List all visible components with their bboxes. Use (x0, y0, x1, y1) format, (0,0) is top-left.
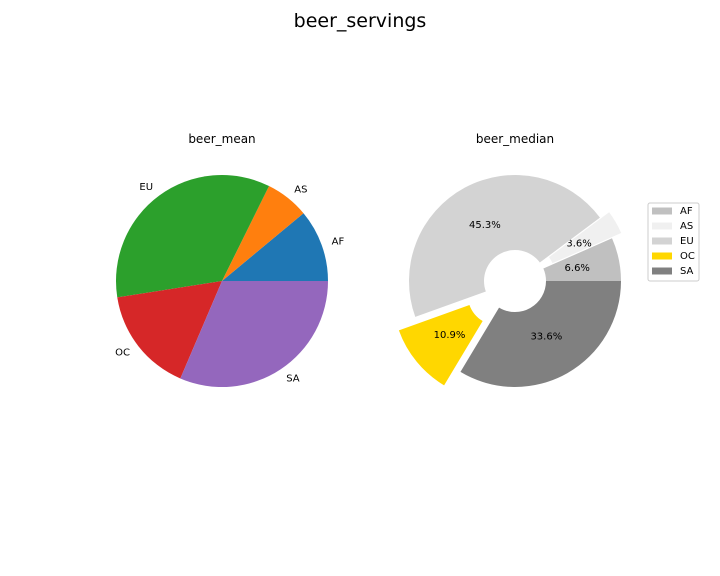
beer-mean-label-eu: EU (139, 182, 153, 193)
beer-median-pie: 6.6% 3.6% 45.3% 10.9% 33.6% (398, 174, 622, 387)
beer-mean-slice-as (222, 186, 304, 281)
legend-label-eu: EU (680, 236, 694, 247)
beer-mean-pie: AF AS EU OC SA (115, 175, 344, 387)
legend-swatch-oc (652, 252, 672, 260)
beer-median-pct-as: 3.6% (566, 239, 591, 250)
legend-label-af: AF (680, 206, 693, 217)
beer-median-pct-oc: 10.9% (434, 330, 466, 341)
beer-median-slice-sa (460, 281, 621, 387)
beer-mean-label-sa: SA (286, 373, 300, 384)
beer-median-slice-as (549, 212, 622, 264)
beer-mean-label-af: AF (332, 236, 345, 247)
legend-swatch-eu (652, 237, 672, 245)
beer-mean-label-oc: OC (115, 348, 130, 359)
beer-median-slice-eu (408, 174, 600, 317)
beer-median-slice-af (543, 238, 621, 281)
beer-median-pct-sa: 33.6% (530, 331, 562, 342)
beer-mean-slice-eu (115, 175, 270, 298)
beer-mean-slice-oc (117, 281, 222, 379)
legend-swatch-as (652, 222, 672, 230)
beer-median-slice-oc (398, 304, 483, 386)
beer-mean-label-as: AS (294, 184, 307, 195)
legend-swatch-sa (652, 267, 672, 275)
beer-mean-slice-af (222, 213, 328, 281)
beer-median-pct-af: 6.6% (565, 263, 590, 274)
legend-label-sa: SA (680, 266, 694, 277)
beer-median-pct-eu: 45.3% (469, 220, 501, 231)
legend-label-as: AS (680, 221, 693, 232)
right-chart-title: beer_median (476, 132, 554, 146)
figure-title: beer_servings (294, 10, 427, 32)
left-chart-title: beer_mean (188, 132, 255, 146)
beer-mean-slice-sa (180, 281, 328, 387)
legend: AF AS EU OC SA (647, 202, 700, 282)
legend-label-oc: OC (680, 251, 695, 262)
legend-swatch-af (652, 207, 672, 215)
